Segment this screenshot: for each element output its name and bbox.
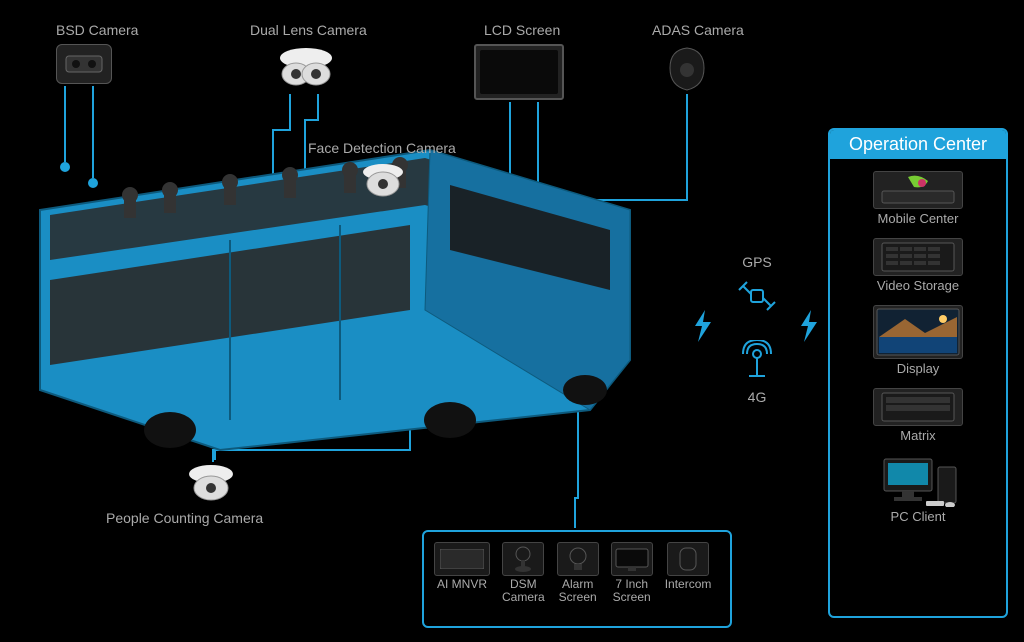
driver-label: Intercom bbox=[665, 578, 712, 591]
people-counting-icon bbox=[186, 462, 236, 502]
pc-client-icon bbox=[873, 455, 963, 507]
driver-item: DSM Camera bbox=[502, 542, 545, 604]
driver-item: Alarm Screen bbox=[557, 542, 599, 604]
satellite-icon bbox=[737, 276, 777, 316]
fourg-block: 4G bbox=[732, 340, 782, 405]
intercom-icon bbox=[667, 542, 709, 576]
driver-item: Intercom bbox=[665, 542, 712, 591]
dsm-camera-icon bbox=[502, 542, 544, 576]
lcd-screen-icon bbox=[474, 44, 564, 100]
dual-lens-icon bbox=[276, 44, 336, 92]
driver-panel: AI MNVR DSM Camera Alarm Screen 7 Inch S… bbox=[422, 530, 732, 628]
operation-center-panel: Operation Center Mobile Center Video Sto… bbox=[828, 128, 1008, 618]
oc-item: Mobile Center bbox=[873, 171, 963, 226]
gps-label: GPS bbox=[732, 254, 782, 270]
ai-mnvr-icon bbox=[434, 542, 490, 576]
seven-inch-icon bbox=[611, 542, 653, 576]
oc-label: Matrix bbox=[900, 428, 935, 443]
mobile-center-icon bbox=[873, 171, 963, 209]
bus-illustration bbox=[30, 130, 650, 460]
face-camera-icon bbox=[360, 162, 406, 198]
oc-label: PC Client bbox=[891, 509, 946, 524]
oc-item: Display bbox=[873, 305, 963, 376]
bolt-icon bbox=[692, 310, 714, 349]
oc-item: PC Client bbox=[873, 455, 963, 524]
driver-item: AI MNVR bbox=[434, 542, 490, 591]
oc-label: Display bbox=[897, 361, 940, 376]
people-counting-label: People Counting Camera bbox=[106, 510, 263, 526]
bsd-label: BSD Camera bbox=[56, 22, 138, 38]
driver-label: Alarm Screen bbox=[559, 578, 597, 604]
adas-camera-icon bbox=[666, 44, 708, 92]
fourg-label: 4G bbox=[732, 389, 782, 405]
face-label: Face Detection Camera bbox=[308, 140, 456, 156]
oc-label: Video Storage bbox=[877, 278, 959, 293]
gps-block: GPS bbox=[732, 250, 782, 321]
oc-item: Video Storage bbox=[873, 238, 963, 293]
bolt-icon bbox=[798, 310, 820, 349]
display-icon bbox=[873, 305, 963, 359]
driver-label: AI MNVR bbox=[437, 578, 487, 591]
driver-label: 7 Inch Screen bbox=[613, 578, 651, 604]
driver-label: DSM Camera bbox=[502, 578, 545, 604]
oc-label: Mobile Center bbox=[878, 211, 959, 226]
lcd-label: LCD Screen bbox=[484, 22, 560, 38]
matrix-icon bbox=[873, 388, 963, 426]
oc-item: Matrix bbox=[873, 388, 963, 443]
adas-label: ADAS Camera bbox=[652, 22, 744, 38]
bsd-camera-icon bbox=[56, 44, 112, 84]
operation-center-title: Operation Center bbox=[830, 130, 1006, 159]
video-storage-icon bbox=[873, 238, 963, 276]
alarm-screen-icon bbox=[557, 542, 599, 576]
dual-lens-label: Dual Lens Camera bbox=[250, 22, 367, 38]
driver-item: 7 Inch Screen bbox=[611, 542, 653, 604]
antenna-icon bbox=[737, 340, 777, 380]
